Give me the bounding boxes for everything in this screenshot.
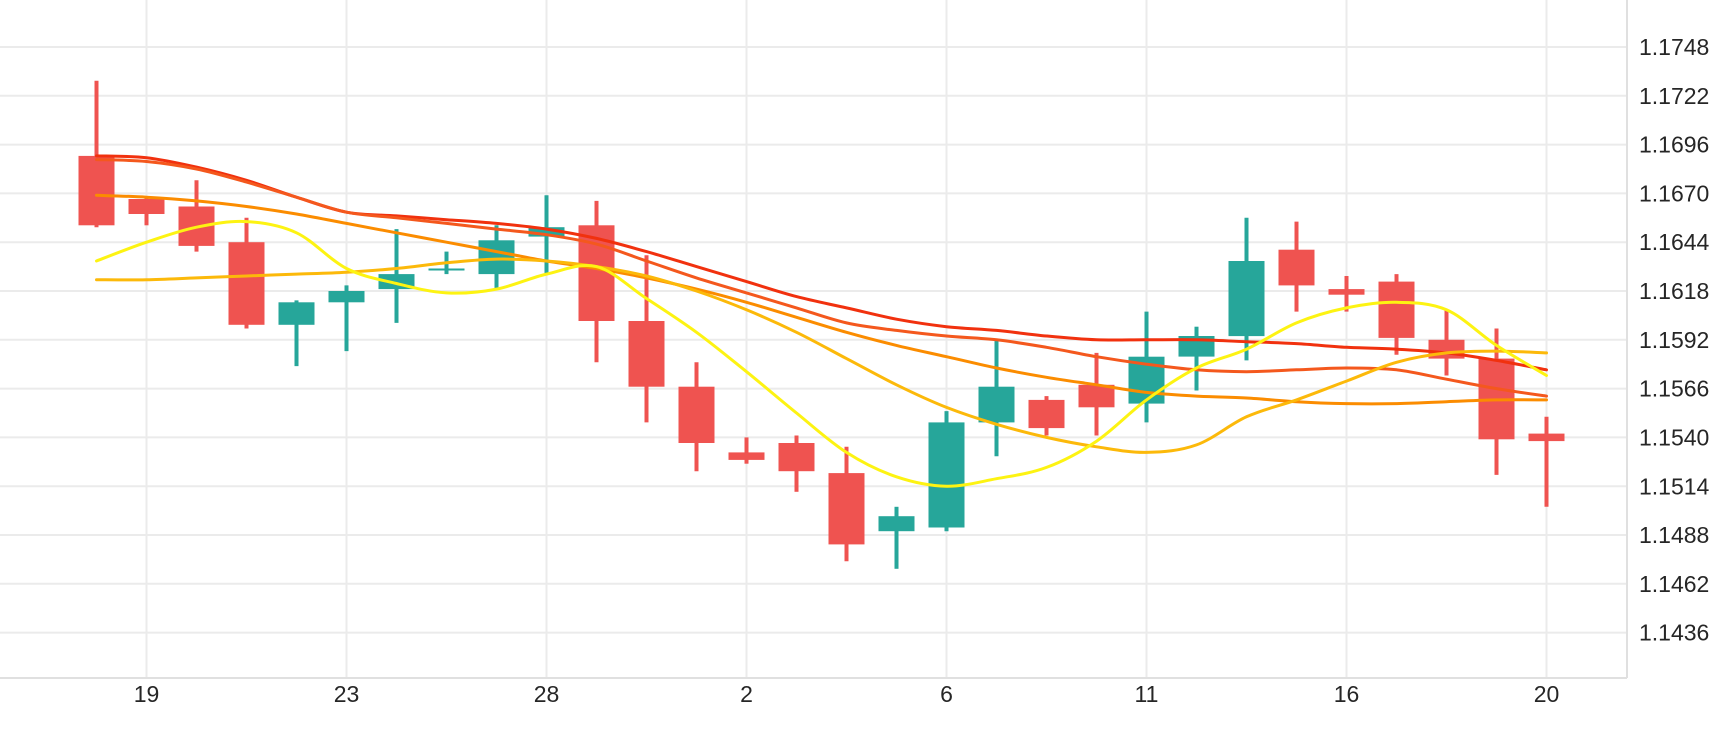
candle-body-up [328,291,365,303]
candle-body-down [1078,384,1115,408]
gridlines [0,0,1627,678]
candle-body-up [428,268,465,271]
candle[interactable] [1378,274,1415,355]
candle[interactable] [828,446,865,562]
candle-body-down [78,155,115,226]
candle[interactable] [1428,309,1465,376]
candle-body-up [478,240,515,275]
candle-body-down [1028,399,1065,429]
y-axis-label: 1.1436 [1639,620,1709,646]
ma-red-orange [95,158,1548,398]
x-axis-label: 2 [740,681,753,707]
candle[interactable] [1178,326,1215,391]
candle-body-down [728,452,765,460]
candle[interactable] [878,506,915,569]
candle-body-up [978,386,1015,423]
y-axis-label: 1.1696 [1639,132,1709,158]
candle[interactable] [128,197,165,226]
y-axis-label: 1.1514 [1639,473,1710,499]
candles [78,80,1565,569]
ma-amber [95,257,1548,454]
candle[interactable] [328,285,365,352]
y-axis-label: 1.1748 [1639,34,1709,60]
candle-body-down [228,242,265,325]
candle[interactable] [578,200,615,363]
moving-average-lines [95,154,1548,488]
candle-body-down [128,199,165,214]
candle[interactable] [728,437,765,464]
x-axis-labels: 19 23 28 2 6 11 16 20 [134,681,1560,707]
y-axis-label: 1.1670 [1639,181,1709,207]
ma-yellow-fast [95,219,1548,488]
candle[interactable] [928,411,965,532]
candle[interactable] [1528,416,1565,507]
candle[interactable] [278,300,315,367]
candle-body-down [1378,281,1415,338]
y-axis-label: 1.1462 [1639,571,1709,597]
candle-body-up [928,422,965,528]
candle-body-up [528,227,565,237]
candle[interactable] [178,180,215,252]
candle-body-up [878,516,915,532]
candle[interactable] [478,225,515,290]
y-axis-label: 1.1644 [1639,229,1710,255]
y-axis-labels: 1.1748 1.1722 1.1696 1.1670 1.1644 1.1618 1.15… [1639,34,1710,646]
x-axis-label: 23 [334,681,360,707]
candle[interactable] [228,217,265,329]
candle-body-down [1278,249,1315,286]
x-axis-label: 20 [1534,681,1560,707]
y-axis-label: 1.1592 [1639,327,1709,353]
x-axis-label: 6 [940,681,953,707]
candle[interactable] [778,435,815,492]
x-axis-label: 16 [1334,681,1360,707]
candle-body-down [628,321,665,387]
candle[interactable] [978,339,1015,457]
y-axis-label: 1.1540 [1639,425,1709,451]
candle-body-down [828,473,865,545]
candle-body-up [278,302,315,325]
candle[interactable] [1228,217,1265,361]
candle-body-up [1228,261,1265,337]
candle[interactable] [1328,276,1365,312]
x-axis-label: 28 [534,681,560,707]
y-axis-label: 1.1722 [1639,83,1709,109]
x-axis-label: 19 [134,681,160,707]
candle[interactable] [678,362,715,472]
candle-body-down [778,443,815,472]
candle[interactable] [78,80,115,228]
y-axis-label: 1.1566 [1639,376,1709,402]
candle-body-down [678,386,715,443]
candle[interactable] [1078,352,1115,436]
candle-body-down [1328,289,1365,295]
candle[interactable] [1278,221,1315,312]
y-axis-label: 1.1618 [1639,278,1709,304]
candle[interactable] [628,255,665,423]
ma-orange [95,193,1548,406]
ma-red-slow [95,154,1548,372]
candle-body-down [1528,433,1565,442]
y-axis-label: 1.1488 [1639,522,1709,548]
candle[interactable] [1028,396,1065,436]
x-axis-label: 11 [1135,681,1159,707]
